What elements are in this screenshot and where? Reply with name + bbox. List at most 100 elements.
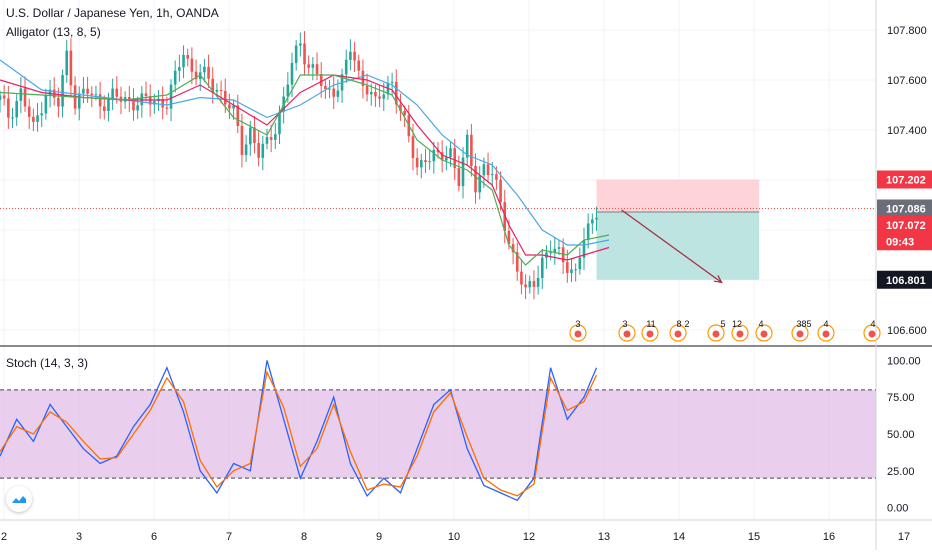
candle-body [7, 98, 10, 118]
candle-body [486, 164, 490, 175]
event-flag-icon [736, 330, 744, 338]
candle-body [311, 64, 315, 68]
stop-loss-price-bg [877, 170, 932, 189]
stoch-axis-tick: 100.00 [887, 355, 921, 367]
chart-title[interactable]: U.S. Dollar / Japanese Yen, 1h, OANDA [6, 6, 219, 20]
candle-body [40, 113, 44, 116]
stoch-band [0, 389, 876, 479]
candle-body [524, 284, 527, 288]
candle-body [36, 115, 39, 122]
candle-body [294, 45, 298, 63]
candle-body [207, 66, 210, 79]
candle-body [173, 70, 177, 85]
candle-body [353, 51, 356, 61]
candle-body [15, 100, 18, 118]
candle-body [382, 94, 386, 99]
candle-body [319, 74, 323, 86]
event-flag-icon [623, 330, 631, 338]
candle-body [27, 106, 31, 117]
candle-body [286, 84, 290, 97]
candle-body [369, 92, 373, 95]
event-count: 4 [758, 319, 763, 329]
stoch-legend[interactable]: Stoch (14, 3, 3) [6, 356, 89, 370]
take-profit-zone [596, 212, 760, 280]
candle-body [578, 257, 582, 270]
stoch-k-line [0, 360, 598, 502]
candle-body [428, 161, 431, 163]
candle-body [553, 248, 557, 253]
candle-body [240, 126, 244, 155]
candle-body [528, 281, 532, 288]
candle-body [461, 157, 465, 187]
candle-body [211, 78, 215, 92]
bar-countdown: 09:43 [886, 236, 914, 248]
alligator-legend[interactable]: Alligator (13, 8, 5) [6, 25, 101, 39]
candle-body [153, 100, 156, 105]
alligator-teeth-line [0, 74, 610, 261]
candle-body [457, 168, 461, 187]
time-axis-tick: 2 [1, 531, 7, 543]
event-flag-icon [796, 330, 804, 338]
candle-body [394, 81, 398, 105]
candle-body [69, 50, 73, 86]
time-axis-tick: 6 [151, 531, 157, 543]
candle-body [574, 269, 577, 271]
candle-body [111, 88, 114, 99]
candle-body [332, 88, 336, 97]
candle-body [365, 85, 369, 95]
entry-price: 107.072 [886, 220, 926, 232]
candle-body [315, 64, 319, 75]
candle-body [349, 51, 352, 60]
candle-body [361, 70, 365, 86]
event-flag-icon [574, 330, 582, 338]
candle-body [236, 105, 240, 127]
candle-body [90, 93, 94, 96]
time-axis-tick: 7 [226, 531, 232, 543]
candle-body [244, 144, 248, 155]
event-count: 385 [796, 319, 811, 329]
candle-body [545, 252, 548, 258]
price-axis-tick: 107.400 [887, 125, 927, 137]
candle-body [586, 223, 590, 241]
candle-body [532, 281, 536, 287]
candle-body [344, 59, 348, 75]
candle-body [582, 240, 586, 258]
candle-body [23, 88, 27, 107]
candle-body [453, 148, 456, 169]
candle-body [591, 219, 594, 224]
candle-body [2, 95, 6, 99]
candle-body [48, 89, 52, 95]
time-axis-tick: 16 [823, 531, 835, 543]
event-count: 2 [684, 319, 689, 329]
event-flag-icon [822, 330, 830, 338]
price-axis-tick: 106.600 [887, 325, 927, 337]
candle-body [399, 104, 402, 111]
candle-body [203, 66, 206, 73]
event-count: 4 [870, 319, 875, 329]
candle-body [536, 278, 540, 287]
candle-body [261, 143, 265, 158]
candle-body [511, 244, 515, 253]
candle-body [228, 104, 231, 109]
event-count: 4 [823, 319, 828, 329]
candle-body [515, 252, 519, 272]
candle-body [374, 92, 377, 97]
time-axis-tick: 12 [523, 531, 535, 543]
time-axis-tick: 13 [598, 531, 610, 543]
candle-body [0, 95, 2, 100]
candle-body [194, 71, 198, 80]
candle-body [411, 136, 415, 158]
candle-body [424, 160, 427, 163]
time-axis-tick: 10 [448, 531, 460, 543]
candle-body [478, 175, 482, 193]
candle-body [32, 116, 35, 122]
candle-body [390, 81, 394, 83]
candle-body [102, 106, 106, 111]
candle-body [570, 269, 573, 273]
candle-body [186, 54, 190, 59]
candle-body [474, 166, 477, 193]
tradingview-logo-icon[interactable] [6, 486, 32, 512]
candle-body [470, 134, 473, 167]
